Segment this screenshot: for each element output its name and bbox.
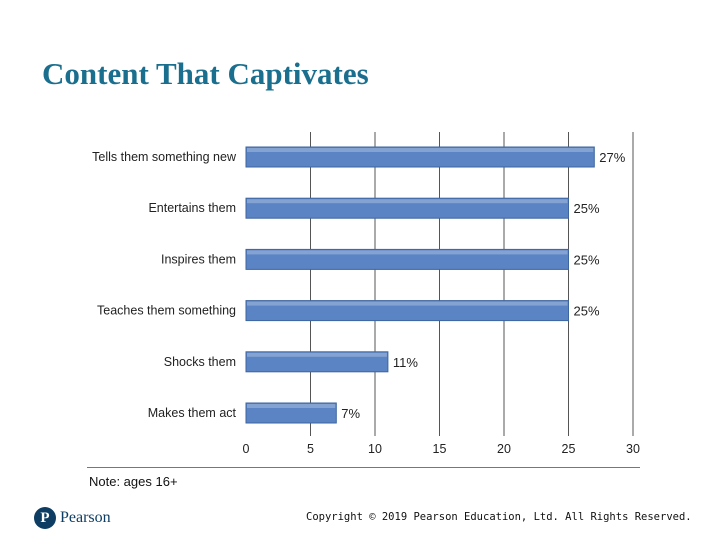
x-tick-label: 25	[562, 442, 576, 456]
x-tick-label: 20	[497, 442, 511, 456]
gridlines	[310, 132, 634, 436]
pearson-logo-text: Pearson	[60, 509, 111, 526]
bar-highlight	[247, 352, 387, 357]
data-label: 27%	[599, 150, 625, 165]
data-label: 25%	[574, 201, 600, 216]
category-label: Makes them act	[148, 406, 237, 420]
bar-highlight	[247, 250, 568, 255]
data-label: 25%	[574, 252, 600, 267]
copyright-notice: Copyright © 2019 Pearson Education, Ltd.…	[306, 511, 692, 523]
x-tick-label: 0	[243, 442, 250, 456]
pearson-logo-icon: P	[34, 507, 56, 529]
category-label: Teaches them something	[97, 304, 236, 318]
bar	[245, 197, 569, 219]
note-divider	[87, 467, 640, 468]
pearson-logo: P Pearson	[34, 506, 111, 530]
x-tick-label: 10	[368, 442, 382, 456]
category-labels: Tells them something new Entertains them I…	[92, 150, 237, 420]
category-label: Entertains them	[148, 201, 236, 215]
bar-highlight	[247, 148, 594, 152]
data-labels: 27% 25% 25% 25% 11% 7%	[341, 150, 625, 421]
bar	[245, 300, 569, 322]
data-label: 11%	[393, 355, 418, 370]
category-label: Shocks them	[164, 355, 236, 369]
category-label: Inspires them	[161, 252, 236, 266]
bar	[245, 402, 337, 424]
bars	[245, 146, 595, 424]
bar	[245, 351, 389, 373]
x-axis-tick-labels: 0 5 10 15 20 25 30	[243, 442, 640, 456]
x-tick-label: 30	[626, 442, 640, 456]
data-label: 25%	[574, 304, 600, 319]
bar	[245, 146, 595, 168]
bar	[245, 248, 569, 270]
x-tick-label: 15	[433, 442, 447, 456]
bar-highlight	[247, 404, 336, 408]
data-label: 7%	[341, 406, 360, 421]
bar-highlight	[247, 301, 568, 306]
slide-title: Content That Captivates	[42, 56, 369, 91]
x-tick-label: 5	[307, 442, 314, 456]
chart-note: Note: ages 16+	[89, 474, 178, 489]
category-label: Tells them something new	[92, 150, 237, 164]
bar-highlight	[247, 199, 568, 204]
